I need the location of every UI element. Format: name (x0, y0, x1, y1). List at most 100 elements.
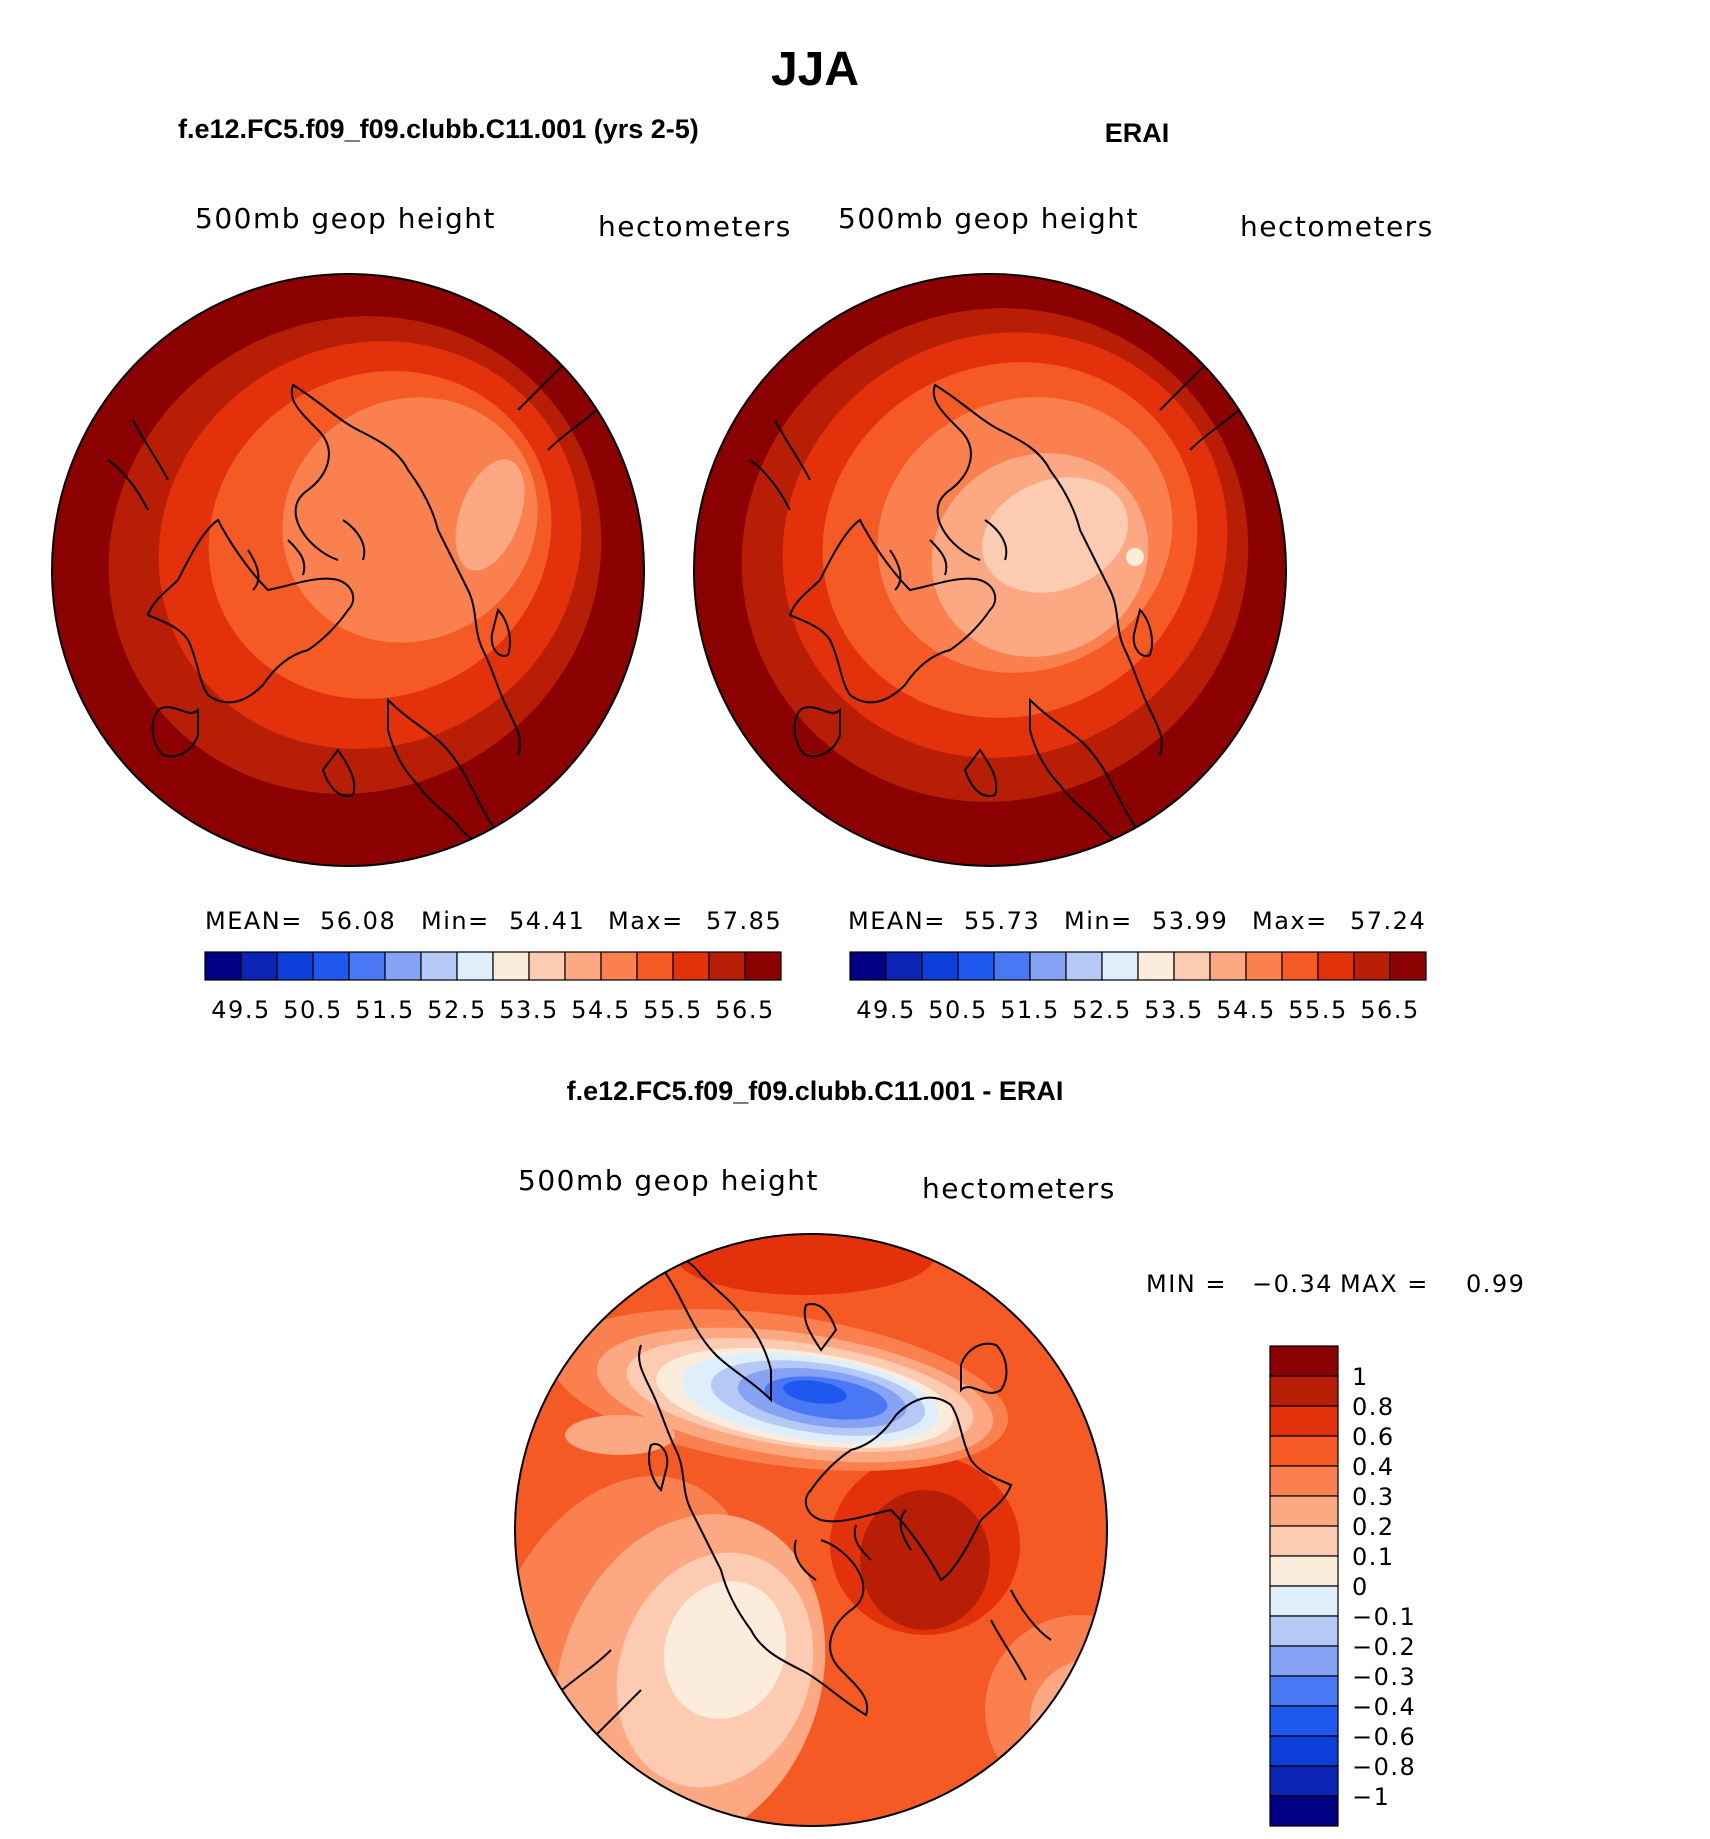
colorbar-swatch (1269, 1525, 1339, 1557)
colorbar-swatch (1245, 951, 1283, 981)
colorbar-swatch (957, 951, 995, 981)
panel-title: f.e12.FC5.f09_f09.clubb.C11.001 (yrs 2-5… (178, 114, 699, 144)
colorbar-swatch (1137, 951, 1175, 981)
colorbar-swatch (1101, 951, 1139, 981)
colorbar-tick-label: 0.8 (1352, 1393, 1395, 1421)
colorbar-tick-label: 53.5 (1144, 996, 1203, 1024)
min-value: 54.41 (509, 907, 585, 935)
colorbar-swatch (348, 951, 386, 981)
colorbar-swatch (1029, 951, 1067, 981)
colorbar-tick-label: 49.5 (211, 996, 270, 1024)
colorbar-swatch (204, 951, 242, 981)
colorbar-swatch (993, 951, 1031, 981)
colorbar-swatch (1209, 951, 1247, 981)
colorbar: 49.5 50.5 51.5 52.5 53.5 54.5 55.5 56.5 (849, 951, 1427, 1024)
page-title: JJA (771, 43, 859, 96)
colorbar-tick-label: 1 (1352, 1363, 1369, 1391)
colorbar-swatch (1173, 951, 1211, 981)
max-value: 0.99 (1466, 1270, 1525, 1298)
colorbar-swatch (1269, 1345, 1339, 1377)
max-value: 57.24 (1350, 907, 1426, 935)
colorbar-swatch (744, 951, 782, 981)
units-label: hectometers (1240, 210, 1434, 243)
colorbar-tick-label: 55.5 (1288, 996, 1347, 1024)
mean-value: 56.08 (320, 907, 396, 935)
colorbar-swatch (1269, 1645, 1339, 1677)
colorbar-tick-label: 0.6 (1352, 1423, 1395, 1451)
colorbar-swatch (1269, 1375, 1339, 1407)
colorbar-tick-label: 54.5 (1216, 996, 1275, 1024)
colorbar-tick-label: 0.2 (1352, 1513, 1395, 1541)
colorbar-tick-label: −0.3 (1352, 1663, 1416, 1691)
colorbar-tick-label: 51.5 (355, 996, 414, 1024)
colorbar-tick-label: 56.5 (715, 996, 774, 1024)
colorbar-tick-label: 50.5 (283, 996, 342, 1024)
colorbar-tick-label: −0.1 (1352, 1603, 1416, 1631)
colorbar-swatch (1317, 951, 1355, 981)
units-label: hectometers (598, 210, 792, 243)
colorbar-swatch (420, 951, 458, 981)
stats-line: MEAN= 56.08 Min= 54.41 Max= 57.85 (205, 907, 781, 935)
colorbar-tick-label: 52.5 (1072, 996, 1131, 1024)
colorbar-swatch (1269, 1735, 1339, 1767)
mean-label: MEAN= (848, 907, 946, 935)
colorbar-swatch (1065, 951, 1103, 981)
min-label: Min= (1064, 907, 1133, 935)
colorbar-tick-label: 55.5 (643, 996, 702, 1024)
colorbar-swatch (1353, 951, 1391, 981)
colorbar-tick-label: 52.5 (427, 996, 486, 1024)
field-label: 500mb geop height (518, 1164, 819, 1197)
colorbar-swatch (1269, 1465, 1339, 1497)
colorbar-swatch (600, 951, 638, 981)
max-label: Max= (1252, 907, 1328, 935)
colorbar-swatch (1269, 1705, 1339, 1737)
polar-map (515, 1234, 1107, 1826)
units-label: hectometers (922, 1172, 1116, 1205)
colorbar: 49.5 50.5 51.5 52.5 53.5 54.5 55.5 56.5 (204, 951, 782, 1024)
min-label: Min= (421, 907, 490, 935)
panel-title: ERAI (1105, 118, 1170, 148)
colorbar-swatch (312, 951, 350, 981)
colorbar-swatch (1269, 1675, 1339, 1707)
colorbar-tick-label: −0.2 (1352, 1633, 1416, 1661)
colorbar-tick-label: 51.5 (1000, 996, 1059, 1024)
colorbar-tick-label: −0.6 (1352, 1723, 1416, 1751)
colorbar-swatch (1269, 1495, 1339, 1527)
min-value: 53.99 (1152, 907, 1228, 935)
field-label: 500mb geop height (195, 202, 496, 235)
colorbar-tick-label: 0 (1352, 1573, 1369, 1601)
colorbar-swatch (492, 951, 530, 981)
colorbar-swatch (1281, 951, 1319, 981)
colorbar-tick-label: 0.3 (1352, 1483, 1395, 1511)
colorbar-swatch (456, 951, 494, 981)
colorbar-swatch (276, 951, 314, 981)
colorbar-tick-label: 0.1 (1352, 1543, 1395, 1571)
colorbar-swatch (384, 951, 422, 981)
colorbar-swatch (1269, 1585, 1339, 1617)
colorbar-tick-label: 53.5 (499, 996, 558, 1024)
colorbar-swatch (1269, 1765, 1339, 1797)
colorbar-tick-label: 56.5 (1360, 996, 1419, 1024)
colorbar-tick-label: −0.4 (1352, 1693, 1416, 1721)
colorbar-swatch (1269, 1615, 1339, 1647)
colorbar-swatch (1269, 1435, 1339, 1467)
min-label: MIN = (1146, 1270, 1227, 1298)
stats-line: MEAN= 55.73 Min= 53.99 Max= 57.24 (848, 907, 1426, 935)
polar-map (52, 274, 644, 866)
max-label: Max= (608, 907, 684, 935)
mean-value: 55.73 (964, 907, 1040, 935)
colorbar-tick-label: 0.4 (1352, 1453, 1395, 1481)
colorbar-swatch (921, 951, 959, 981)
colorbar-swatch (849, 951, 887, 981)
colorbar-tick-label: −0.8 (1352, 1753, 1416, 1781)
colorbar-swatch (528, 951, 566, 981)
colorbar-swatch (1269, 1405, 1339, 1437)
colorbar-vertical: 10.80.60.40.30.20.10−0.1−0.2−0.3−0.4−0.6… (1269, 1345, 1416, 1827)
min-value: −0.34 (1252, 1270, 1333, 1298)
mean-label: MEAN= (205, 907, 303, 935)
colorbar-swatch (564, 951, 602, 981)
colorbar-swatch (672, 951, 710, 981)
colorbar-swatch (1269, 1555, 1339, 1587)
colorbar-swatch (240, 951, 278, 981)
